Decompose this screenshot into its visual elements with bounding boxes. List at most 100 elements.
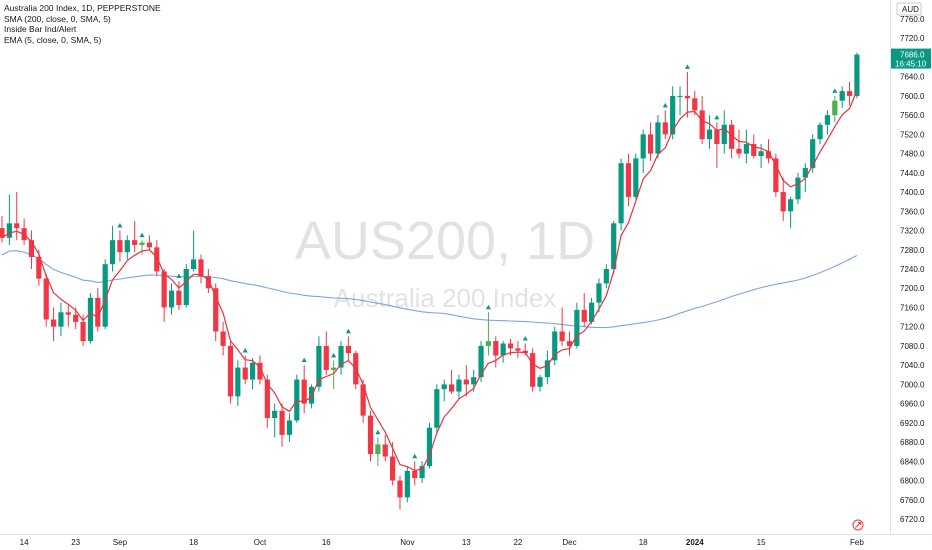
time-axis[interactable]: 14 23 Sep 18 Oct 16 Nov 13 22 Dec 18 2024 15 Feb: [0, 519, 932, 547]
candle: [441, 379, 447, 402]
candle: [227, 341, 234, 404]
candle: [331, 360, 337, 390]
candle: [65, 305, 71, 327]
inside-bar-marker: [412, 453, 418, 459]
price-tick-label: 7280.0: [900, 246, 925, 255]
legend-title[interactable]: Australia 200 Index, 1D, PEPPERSTONE: [4, 3, 161, 13]
candle: [729, 119, 735, 159]
candle: [367, 410, 374, 462]
time-tick-label: 22: [513, 538, 522, 547]
inside-bar-marker: [375, 429, 381, 435]
legend-ema[interactable]: EMA (5, close, 0, SMA, 5): [4, 34, 102, 45]
candle: [574, 302, 580, 349]
candle: [58, 302, 64, 337]
candle: [0, 216, 5, 243]
candle: [721, 110, 727, 154]
price-tick-label: 6920.0: [900, 419, 925, 428]
time-tick-label: 14: [20, 538, 29, 547]
candle: [124, 235, 130, 260]
candle: [677, 86, 683, 116]
candle: [242, 355, 248, 385]
time-tick-label: Feb: [850, 538, 864, 547]
candle: [353, 350, 359, 390]
candle: [589, 297, 595, 325]
candle: [213, 283, 219, 342]
candle: [272, 403, 278, 438]
candle: [633, 153, 639, 200]
candle: [611, 220, 617, 274]
candle: [810, 134, 816, 173]
candle: [787, 196, 794, 229]
price-tick-label: 7480.0: [900, 150, 925, 159]
price-tick-label: 6840.0: [900, 457, 925, 466]
candle: [596, 278, 602, 313]
candle: [448, 369, 455, 394]
candle: [544, 350, 550, 385]
price-axis[interactable]: 7760.07720.07680.07640.07600.07560.07520…: [890, 0, 932, 534]
sma-line-group: [1, 250, 858, 329]
watermark-symbol: AUS200, 1D: [294, 211, 596, 271]
candle: [176, 281, 182, 310]
candle: [618, 158, 624, 231]
candle: [316, 336, 322, 392]
candle: [552, 326, 558, 366]
time-tick-label: 15: [757, 538, 766, 547]
price-tick-label: 7400.0: [900, 188, 925, 197]
candle: [382, 434, 388, 462]
candle: [117, 230, 123, 262]
candle: [478, 341, 484, 382]
legend-sma[interactable]: SMA (200, close, 0, SMA, 5): [4, 13, 111, 24]
candle: [485, 312, 492, 356]
candle: [146, 235, 152, 250]
candle: [662, 110, 668, 140]
replay-icon[interactable]: [852, 519, 864, 531]
candle: [338, 341, 344, 375]
price-tick-label: 7000.0: [900, 380, 925, 389]
last-price-value: 7686.0: [900, 51, 925, 60]
candle: [581, 293, 587, 327]
candle: [706, 115, 713, 149]
candle: [28, 230, 35, 269]
candle: [50, 307, 57, 342]
inside-bar-markers: [117, 64, 838, 459]
candle: [566, 331, 573, 356]
candle: [463, 365, 469, 397]
candle: [345, 336, 351, 361]
candle: [14, 192, 20, 241]
price-tick-label: 7520.0: [900, 130, 925, 139]
time-tick-label: 23: [71, 538, 80, 547]
candle: [736, 129, 742, 159]
currency-label[interactable]: AUD: [896, 2, 922, 16]
candle: [375, 437, 381, 467]
inside-bar-marker: [714, 114, 720, 120]
candle: [824, 110, 831, 135]
price-tick-label: 7120.0: [900, 323, 925, 332]
candle: [286, 413, 293, 443]
price-tick-label: 7560.0: [900, 111, 925, 120]
watermark-name: Australia 200 Index: [333, 283, 557, 313]
candle: [456, 374, 462, 399]
candle: [257, 355, 263, 385]
candles-group: [0, 52, 860, 510]
candle: [397, 475, 403, 510]
candle: [773, 153, 779, 197]
price-tick-label: 7160.0: [900, 303, 925, 312]
price-axis-bg: [890, 0, 932, 534]
candle: [817, 122, 823, 144]
legend-inside-bar[interactable]: Inside Bar Ind/Alert: [4, 24, 77, 34]
price-tick-label: 6800.0: [900, 477, 925, 486]
candle: [684, 71, 691, 118]
candle: [161, 269, 167, 322]
inside-bar-marker: [139, 232, 145, 238]
candle: [795, 172, 801, 205]
candle: [434, 384, 440, 433]
time-tick-label: Dec: [562, 538, 576, 547]
currency-text: AUD: [902, 5, 919, 14]
candle: [537, 374, 543, 392]
candle: [109, 225, 116, 272]
candle: [419, 461, 425, 483]
inside-bar-marker: [832, 88, 838, 93]
price-tick-label: 7640.0: [900, 73, 925, 82]
candle: [183, 264, 189, 308]
